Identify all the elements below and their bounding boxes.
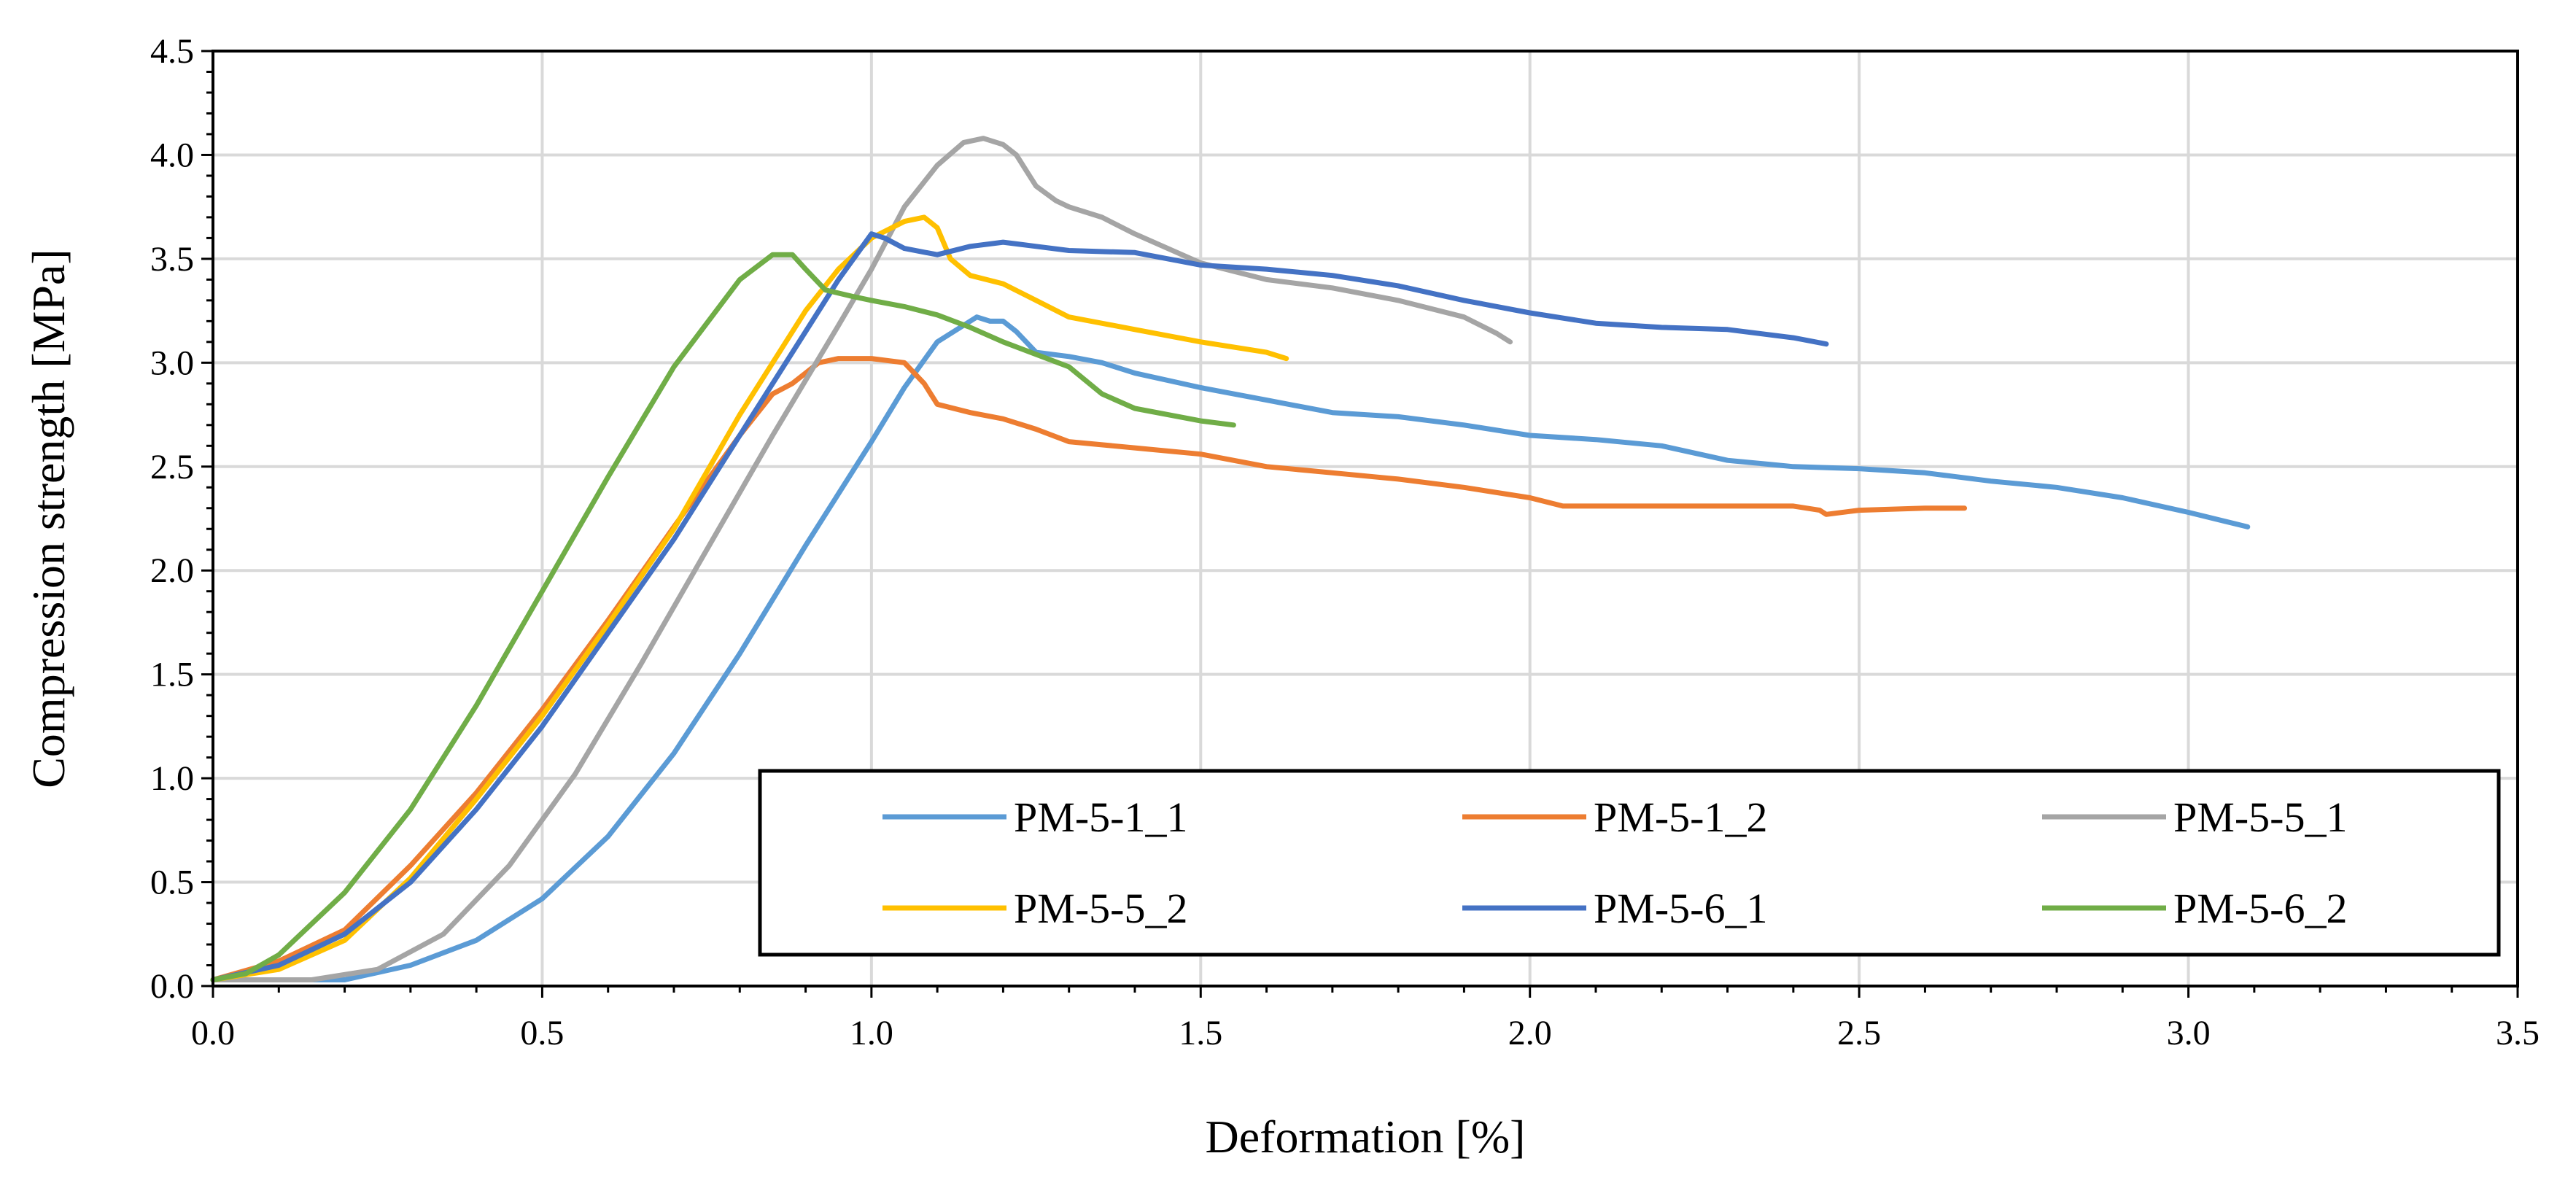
y-tick-label: 4.0 (150, 136, 194, 174)
legend: PM-5-1_1 PM-5-1_2 PM-5-5_1 PM-5-5_2 PM-5-6_1… (758, 769, 2501, 957)
x-tick-label: 3.0 (2167, 1014, 2211, 1052)
x-tick-label: 2.0 (1508, 1014, 1552, 1052)
y-tick-label: 1.5 (150, 656, 194, 694)
series-line-pm-5-6_2 (210, 252, 1236, 982)
series-lines (210, 136, 2251, 982)
y-tick-label: 0.5 (150, 864, 194, 902)
x-axis-title: Deformation [%] (1206, 1111, 1526, 1163)
x-tick-label: 3.5 (2496, 1014, 2540, 1052)
y-tick-label: 2.5 (150, 448, 194, 486)
y-axis-title: Compression strength [MPa] (23, 249, 74, 788)
x-axis-tick-labels: 0.0 0.5 1.0 1.5 2.0 2.5 3.0 3.5 (191, 1014, 2540, 1052)
legend-label: PM-5-5_2 (1014, 885, 1187, 932)
plot-area-border (212, 50, 2519, 987)
y-axis-tick-labels: 0.0 0.5 1.0 1.5 2.0 2.5 3.0 3.5 4.0 4.5 (150, 32, 194, 1006)
y-tick-label: 3.0 (150, 344, 194, 382)
legend-label: PM-5-5_1 (2173, 793, 2347, 841)
y-tick-label: 0.0 (150, 967, 194, 1006)
legend-label: PM-5-1_1 (1014, 793, 1187, 841)
y-tick-label: 1.0 (150, 759, 194, 798)
y-tick-label: 3.5 (150, 240, 194, 279)
x-tick-label: 0.5 (520, 1014, 564, 1052)
legend-label: PM-5-1_2 (1594, 793, 1767, 841)
series-line-pm-5-5_1 (210, 136, 1513, 982)
x-tick-label: 0.0 (191, 1014, 235, 1052)
y-tick-label: 2.0 (150, 551, 194, 590)
axis-ticks (201, 50, 2519, 998)
series-line-pm-5-5_2 (210, 214, 1289, 982)
legend-label: PM-5-6_2 (2173, 885, 2347, 932)
x-tick-label: 1.5 (1179, 1014, 1222, 1052)
legend-box (758, 769, 2501, 957)
series-line-pm-5-1_1 (210, 314, 2251, 982)
x-tick-label: 1.0 (850, 1014, 893, 1052)
series-line-pm-5-6_1 (210, 231, 1829, 982)
y-tick-label: 4.5 (150, 32, 194, 71)
legend-label: PM-5-6_1 (1594, 885, 1767, 932)
x-tick-label: 2.5 (1837, 1014, 1881, 1052)
